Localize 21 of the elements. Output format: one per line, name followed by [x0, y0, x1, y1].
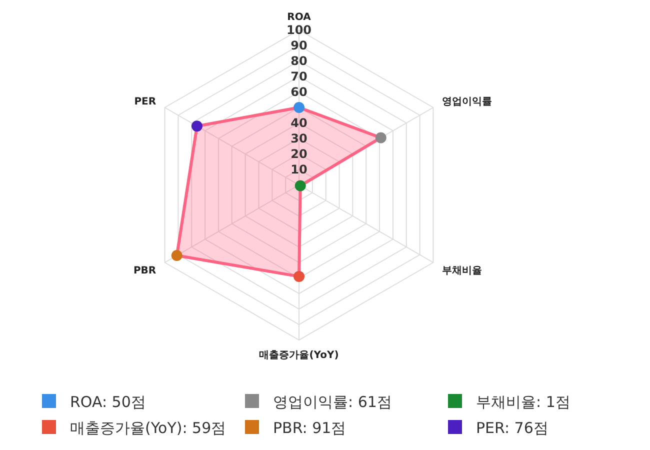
spoke-label: 매출증가율(YoY) — [259, 350, 339, 361]
legend-item: PBR: 91점 — [245, 419, 346, 437]
spoke-label: PER — [134, 96, 156, 108]
y-tick-label: 60 — [290, 85, 308, 99]
y-tick-label: 20 — [290, 147, 308, 161]
legend-item: 매출증가율(YoY): 59점 — [42, 419, 226, 437]
legend-item: 부채비율: 1점 — [448, 393, 570, 411]
y-tick-label: 10 — [290, 162, 308, 176]
legend-item: ROA: 50점 — [42, 393, 146, 411]
y-tick-label: 40 — [290, 116, 308, 130]
legend-item: PER: 76점 — [448, 419, 548, 437]
y-tick-label: 30 — [290, 132, 308, 146]
y-tick-label: 70 — [290, 70, 308, 84]
y-tick-label: 90 — [290, 38, 308, 52]
y-tick-label: 80 — [290, 54, 308, 68]
spoke-label: 부채비율 — [442, 266, 482, 276]
legend-item: 영업이익률: 61점 — [245, 393, 392, 411]
y-tick-label: 100 — [286, 23, 312, 37]
spoke-label: PBR — [133, 266, 156, 276]
spoke-label: 영업이익률 — [442, 96, 492, 108]
spoke-label: ROA — [287, 12, 312, 23]
